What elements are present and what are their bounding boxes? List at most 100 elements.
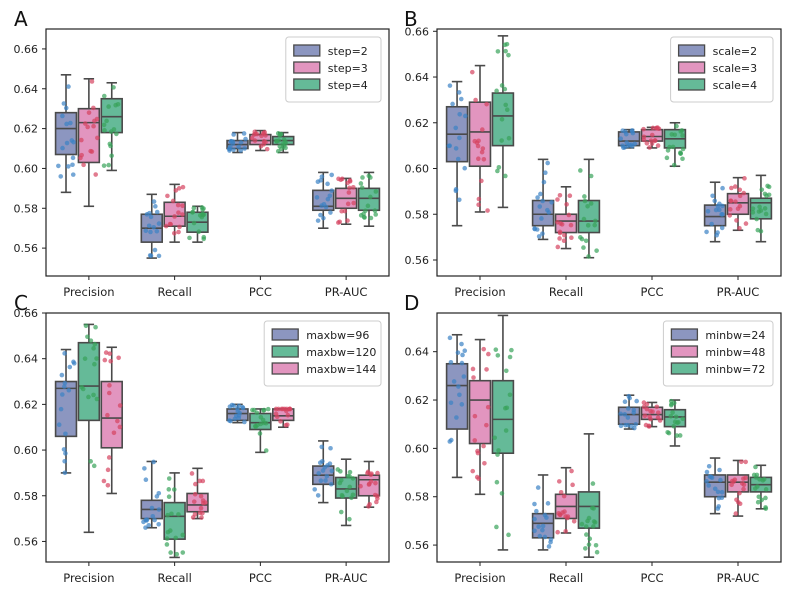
strip-point: [503, 428, 509, 433]
box-step=3-PR-AUC: [334, 176, 358, 226]
strip-point: [200, 500, 206, 506]
y-tick-label: 0.56: [14, 242, 39, 255]
strip-point: [325, 196, 331, 202]
strip-point: [68, 120, 73, 126]
strip-point: [252, 129, 258, 135]
strip-point: [473, 97, 478, 103]
strip-point: [499, 138, 504, 143]
strip-point: [70, 162, 75, 168]
strip-point: [460, 352, 465, 358]
legend: scale=2 scale=3 scale=4: [670, 36, 774, 103]
strip-point: [763, 505, 768, 510]
strip-point: [472, 413, 478, 419]
strip-point: [143, 228, 149, 234]
strip-point: [191, 205, 197, 211]
strip-point: [585, 518, 590, 524]
strip-point: [567, 193, 573, 199]
strip-point: [70, 172, 76, 177]
strip-point: [143, 477, 149, 482]
strip-point: [447, 83, 453, 88]
box-maxbw=144-Precision: [100, 346, 123, 495]
strip-point: [568, 222, 574, 228]
strip-point: [754, 472, 760, 478]
box-scale=3-PR-AUC: [726, 176, 750, 232]
strip-point: [369, 471, 374, 476]
strip-point: [62, 458, 67, 464]
strip-point: [86, 394, 91, 400]
box-scale=2-PR-AUC: [703, 181, 727, 243]
strip-point: [537, 204, 543, 209]
strip-point: [152, 517, 157, 523]
y-tick-label: 0.56: [405, 254, 430, 267]
strip-point: [457, 135, 462, 141]
box-scale=2-Precision: [445, 80, 469, 227]
strip-point: [623, 422, 628, 428]
strip-point: [709, 221, 714, 227]
legend-swatch: [271, 328, 299, 341]
panel-b: B 0.56 0.58 0.60 0.62 0.64 0.66 Precision Recall…: [404, 7, 782, 299]
strip-point: [625, 415, 631, 420]
strip-point: [149, 505, 155, 511]
strip-point: [91, 392, 96, 398]
strip-point: [117, 403, 123, 408]
strip-point: [754, 216, 759, 222]
strip-point: [462, 165, 468, 171]
strip-point: [540, 527, 545, 533]
strip-point: [582, 198, 588, 204]
strip-point: [171, 487, 177, 492]
strip-point: [164, 536, 170, 541]
box-maxbw=120-Precision: [77, 323, 101, 534]
strip-point: [499, 83, 505, 88]
strip-point: [648, 416, 653, 422]
strip-point: [624, 140, 629, 145]
box-maxbw=120-Recall: [163, 472, 186, 559]
strip-point: [328, 445, 333, 451]
strip-point: [509, 347, 514, 353]
strip-point: [532, 501, 537, 507]
strip-point: [713, 207, 719, 213]
strip-point: [506, 532, 511, 538]
strip-point: [704, 229, 709, 235]
panel-letter: B: [404, 7, 418, 31]
strip-point: [755, 227, 761, 233]
strip-point: [81, 162, 86, 168]
strip-point: [622, 145, 627, 150]
strip-point: [79, 384, 84, 390]
strip-point: [66, 387, 72, 393]
strip-point: [756, 494, 762, 500]
legend-swatch: [293, 44, 321, 57]
strip-point: [456, 90, 462, 95]
strip-point: [58, 174, 64, 179]
strip-point: [646, 424, 652, 429]
strip-point: [173, 188, 179, 193]
strip-point: [148, 214, 154, 220]
strip-point: [227, 418, 232, 423]
strip-point: [345, 218, 350, 223]
strip-point: [481, 443, 486, 449]
strip-point: [586, 254, 591, 259]
panel-letter: D: [404, 291, 419, 315]
strip-point: [503, 102, 509, 108]
y-tick-label: 0.62: [405, 394, 430, 407]
strip-point: [453, 125, 459, 131]
strip-point: [759, 187, 765, 192]
strip-point: [503, 368, 509, 374]
strip-point: [317, 460, 323, 465]
strip-point: [588, 173, 594, 179]
legend: step=2 step=3 step=4: [285, 36, 382, 103]
strip-point: [495, 452, 500, 457]
strip-point: [457, 392, 462, 398]
y-tick-label: 0.58: [405, 491, 430, 504]
strip-point: [704, 469, 710, 475]
strip-point: [591, 519, 597, 524]
legend-label: scale=4: [713, 79, 758, 92]
strip-point: [743, 475, 748, 481]
strip-point: [284, 406, 290, 412]
x-tick-label: PR-AUC: [325, 285, 368, 299]
box-body: [726, 192, 750, 216]
strip-point: [283, 141, 288, 147]
strip-point: [375, 493, 380, 499]
strip-point: [633, 422, 639, 427]
strip-point: [105, 467, 111, 473]
x-tick-label: Precision: [63, 571, 114, 585]
